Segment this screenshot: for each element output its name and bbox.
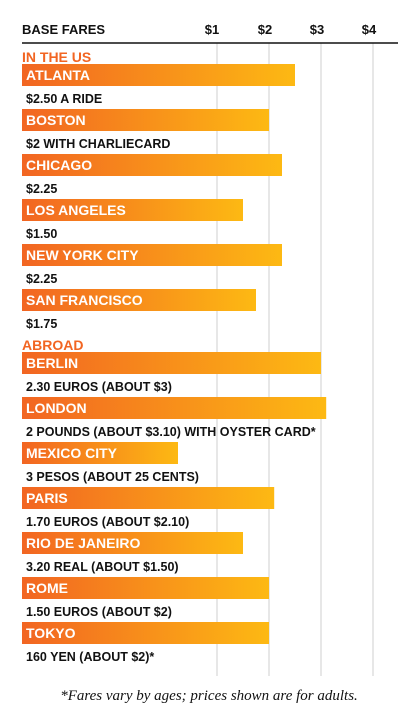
city-label: PARIS [26, 490, 68, 506]
bar [22, 397, 327, 419]
city-label: ROME [26, 580, 68, 596]
footnote: *Fares vary by ages; prices shown are fo… [60, 688, 358, 704]
city-label: BERLIN [26, 355, 78, 371]
tick-label: $4 [362, 22, 377, 37]
labels: $1 $2 $3 $4 IN THE US ATLANTA $2.50 A RIDE BOST… [22, 22, 377, 664]
city-label: RIO DE JANEIRO [26, 535, 140, 551]
bar [22, 352, 321, 374]
fare-note: 1.70 EUROS (ABOUT $2.10) [26, 515, 189, 529]
tick-label: $3 [310, 22, 324, 37]
bar [22, 622, 269, 644]
city-label: LOS ANGELES [26, 202, 126, 218]
bar [22, 487, 275, 509]
bar [22, 577, 269, 599]
chart-title: BASE FARES [22, 22, 105, 37]
fare-note: $2.25 [26, 272, 57, 286]
fare-note: 160 YEN (ABOUT $2)* [26, 650, 154, 664]
fare-note: 3.20 REAL (ABOUT $1.50) [26, 560, 179, 574]
city-label: BOSTON [26, 112, 86, 128]
bars [22, 64, 327, 644]
bar [22, 244, 282, 266]
bar [22, 532, 243, 554]
fare-note: 1.50 EUROS (ABOUT $2) [26, 605, 172, 619]
bar [22, 109, 269, 131]
bar [22, 289, 256, 311]
fare-note: $2.50 A RIDE [26, 92, 102, 106]
city-label: TOKYO [26, 625, 76, 641]
section-header: ABROAD [22, 337, 83, 353]
tick-label: $2 [258, 22, 272, 37]
fare-note: $1.75 [26, 317, 57, 331]
fare-note: $2 WITH CHARLIECARD [26, 137, 170, 151]
fare-note: 2.30 EUROS (ABOUT $3) [26, 380, 172, 394]
fare-note: 3 PESOS (ABOUT 25 CENTS) [26, 470, 199, 484]
tick-label: $1 [205, 22, 219, 37]
city-label: CHICAGO [26, 157, 92, 173]
city-label: LONDON [26, 400, 87, 416]
fare-note: 2 POUNDS (ABOUT $3.10) WITH OYSTER CARD* [26, 425, 316, 439]
city-label: SAN FRANCISCO [26, 292, 143, 308]
section-header: IN THE US [22, 49, 91, 65]
city-label: NEW YORK CITY [26, 247, 139, 263]
bar [22, 154, 282, 176]
city-label: MEXICO CITY [26, 445, 118, 461]
fare-note: $2.25 [26, 182, 57, 196]
bar [22, 442, 178, 464]
bar [22, 64, 295, 86]
bar [22, 199, 243, 221]
fare-note: $1.50 [26, 227, 57, 241]
city-label: ATLANTA [26, 67, 90, 83]
